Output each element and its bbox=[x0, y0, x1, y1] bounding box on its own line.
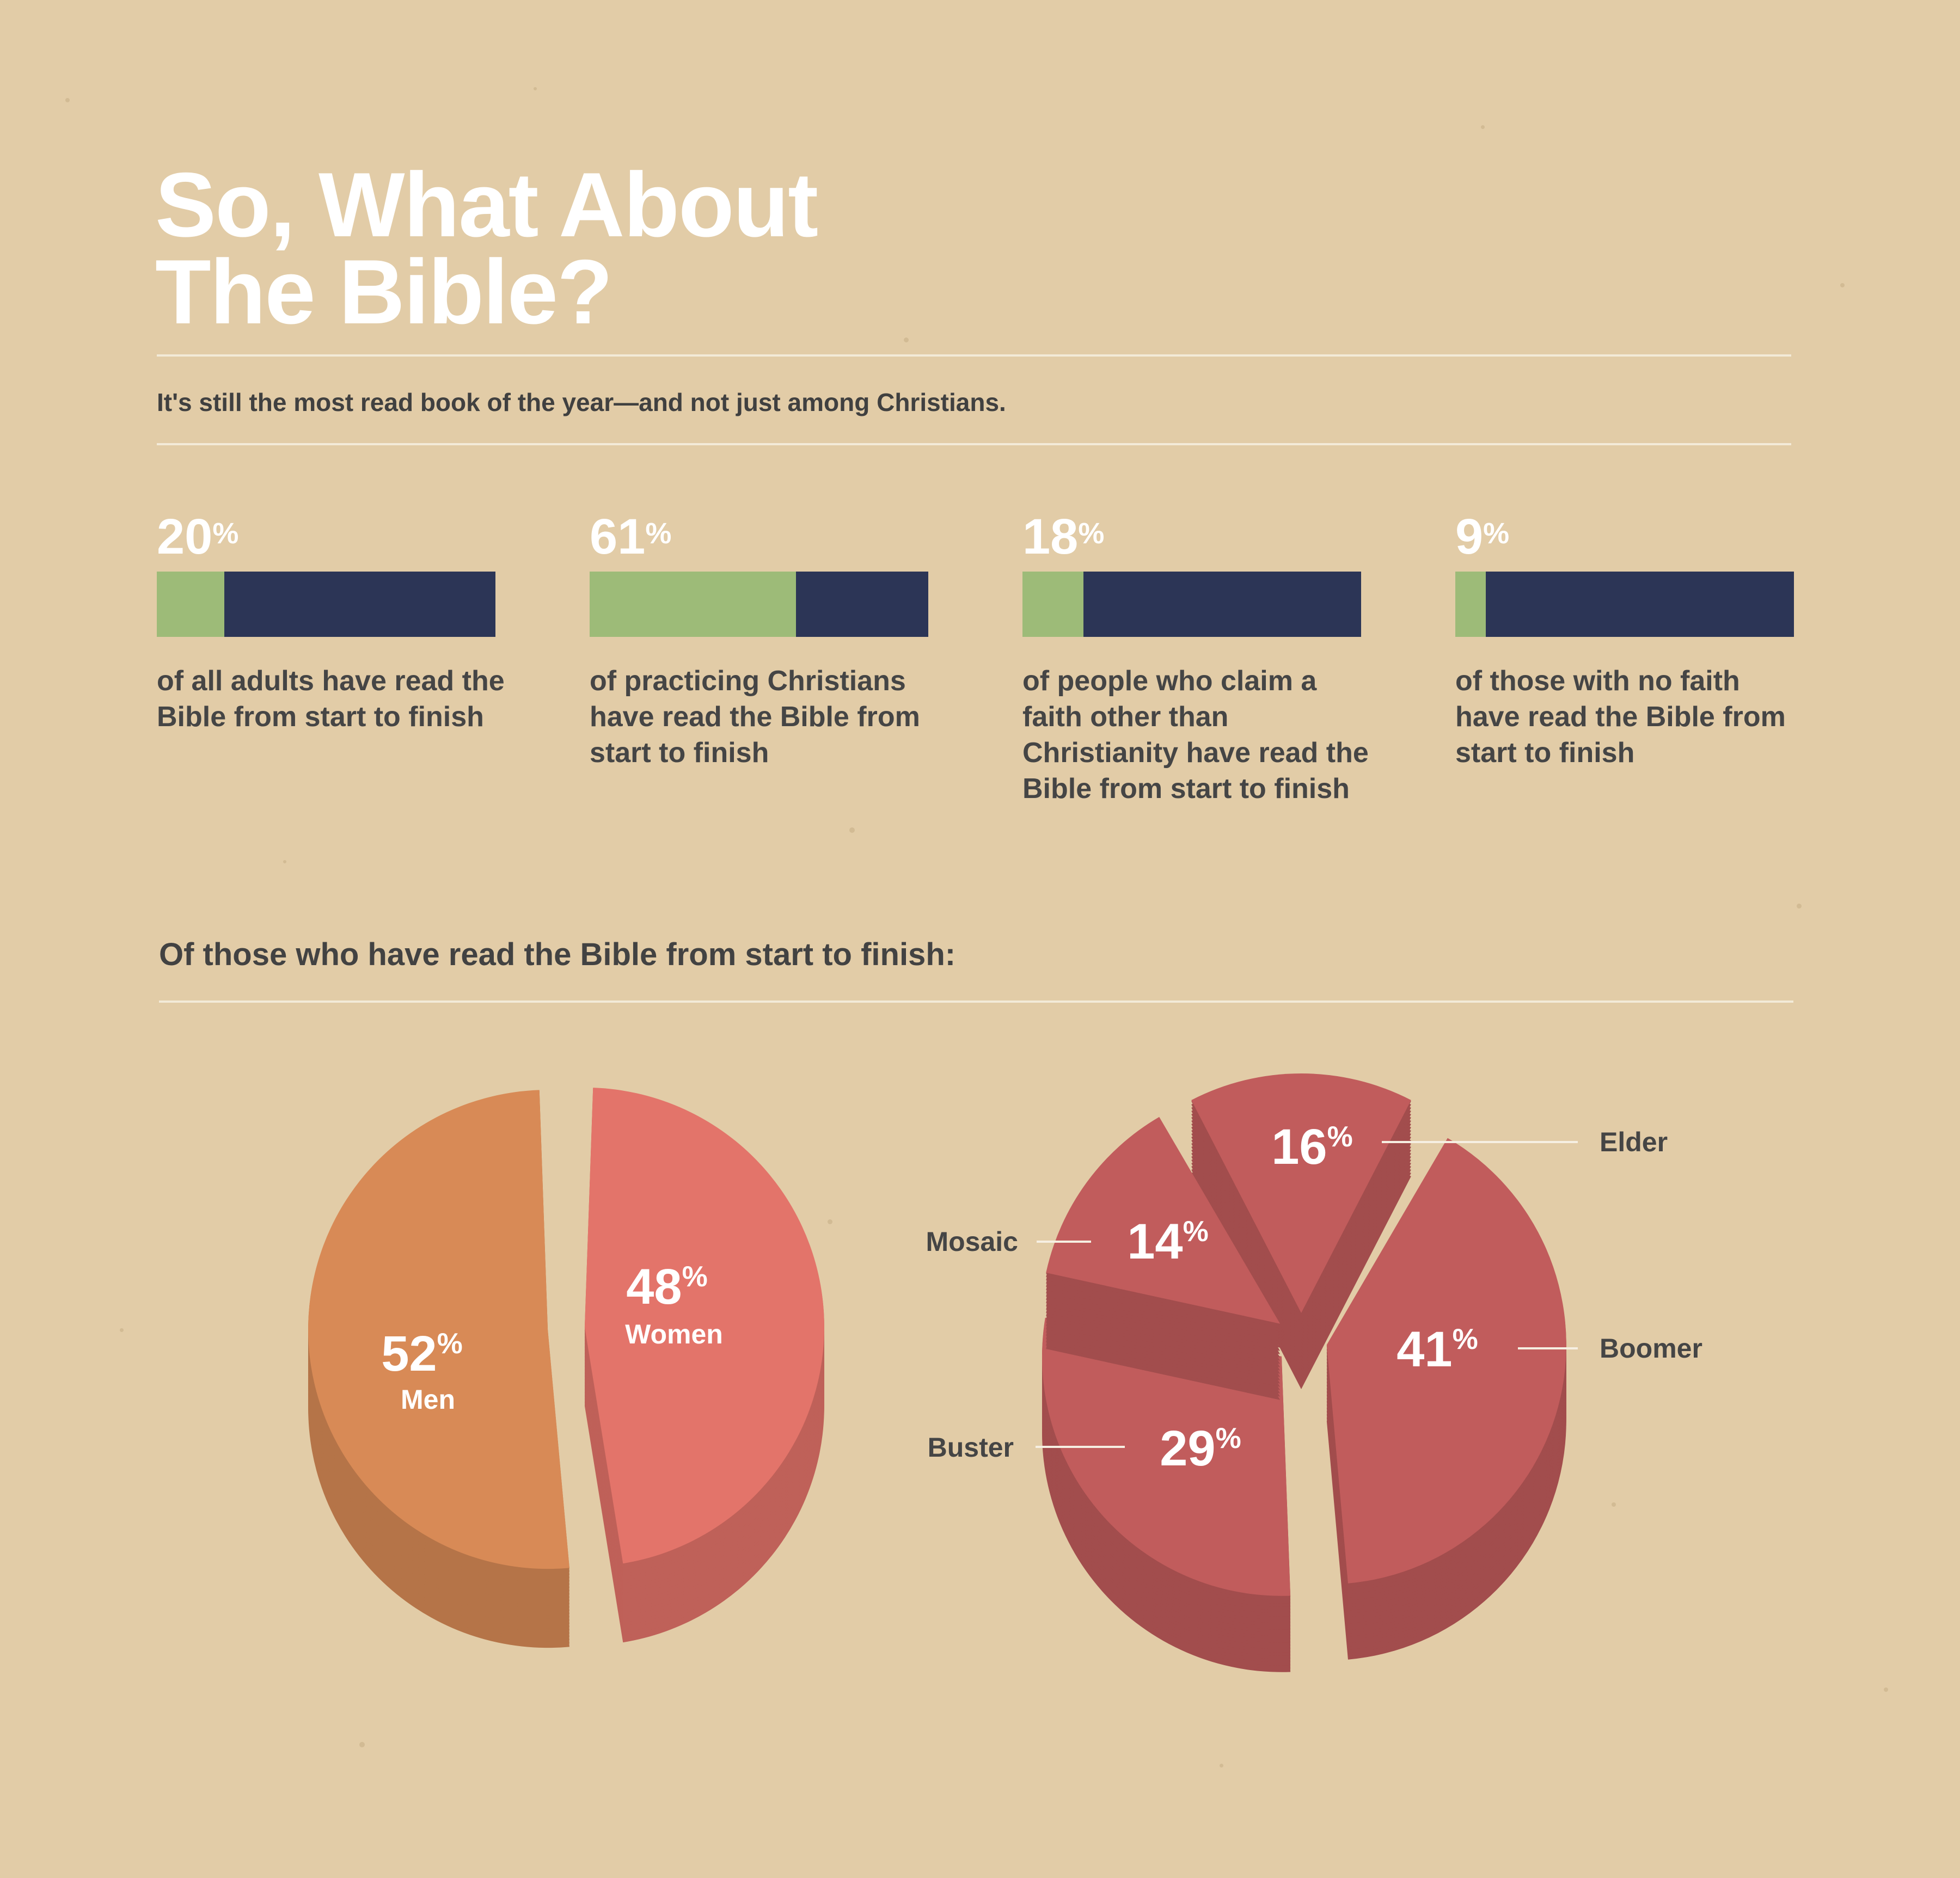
texture-speck bbox=[283, 860, 286, 863]
texture-speck bbox=[534, 87, 537, 90]
pie-slice-elder bbox=[1191, 1073, 1411, 1313]
texture-speck bbox=[1797, 904, 1802, 909]
stat-column-other-faith: 18% of people who claim a faith other th… bbox=[1022, 512, 1369, 807]
section-heading: Of those who have read the Bible from st… bbox=[159, 937, 956, 972]
stat-bar bbox=[157, 572, 495, 637]
stat-number: 20 bbox=[157, 509, 213, 564]
pie-slice-boomer bbox=[1326, 1138, 1566, 1584]
texture-speck bbox=[1481, 125, 1485, 129]
pie-label-women: Women bbox=[625, 1319, 723, 1349]
texture-speck bbox=[1220, 1764, 1223, 1767]
pie-label-men: Men bbox=[401, 1384, 455, 1415]
title-line-1: So, What About bbox=[155, 154, 818, 256]
stat-number: 18 bbox=[1022, 509, 1079, 564]
stat-bar bbox=[1022, 572, 1361, 637]
pie-label-buster: Buster bbox=[928, 1432, 1014, 1463]
stat-bar-fill bbox=[590, 572, 797, 637]
stat-description: of people who claim a faith other than C… bbox=[1022, 665, 1369, 805]
stat-bar-fill bbox=[157, 572, 225, 637]
texture-speck bbox=[120, 1328, 124, 1332]
stat-bar bbox=[1455, 572, 1794, 637]
texture-speck bbox=[849, 827, 855, 833]
stat-unit: % bbox=[1483, 517, 1510, 550]
stat-unit: % bbox=[645, 517, 672, 550]
stat-value: 20% bbox=[157, 512, 495, 572]
pie-label-elder: Elder bbox=[1600, 1127, 1668, 1157]
stat-description: of all adults have read the Bible from s… bbox=[157, 665, 505, 733]
divider-top bbox=[157, 354, 1791, 357]
stat-bar-fill bbox=[1022, 572, 1083, 637]
stat-number: 61 bbox=[590, 509, 646, 564]
divider-subtitle bbox=[157, 443, 1791, 445]
texture-speck bbox=[904, 337, 909, 342]
stat-bar bbox=[590, 572, 928, 637]
texture-speck bbox=[65, 98, 70, 102]
stat-value: 9% bbox=[1455, 512, 1794, 572]
pie-label-boomer: Boomer bbox=[1600, 1333, 1702, 1364]
texture-speck bbox=[1612, 1502, 1616, 1507]
pie-slice-men bbox=[308, 1090, 569, 1569]
pie-slice-mosaic bbox=[1046, 1116, 1281, 1324]
divider-section bbox=[159, 1001, 1793, 1003]
stat-value: 18% bbox=[1022, 512, 1361, 572]
stat-unit: % bbox=[1078, 517, 1105, 550]
stat-value: 61% bbox=[590, 512, 928, 572]
stat-description: of those with no faith have read the Bib… bbox=[1455, 665, 1786, 769]
subtitle: It's still the most read book of the yea… bbox=[157, 388, 1006, 416]
stat-column-practicing-christians: 61% of practicing Christians have read t… bbox=[590, 512, 928, 771]
stat-bar-fill bbox=[1455, 572, 1486, 637]
texture-speck bbox=[828, 1219, 832, 1224]
page-title: So, What About The Bible? bbox=[155, 159, 818, 337]
stat-number: 9 bbox=[1455, 509, 1484, 564]
texture-speck bbox=[1884, 1687, 1888, 1692]
stat-column-all-adults: 20% of all adults have read the Bible fr… bbox=[157, 512, 505, 735]
pie-label-mosaic: Mosaic bbox=[926, 1226, 1018, 1257]
pie-slice-women bbox=[584, 1088, 824, 1564]
stat-unit: % bbox=[212, 517, 239, 550]
stat-column-no-faith: 9% of those with no faith have read the … bbox=[1455, 512, 1794, 771]
texture-speck bbox=[359, 1742, 365, 1747]
title-line-2: The Bible? bbox=[155, 241, 613, 343]
texture-speck bbox=[1840, 283, 1845, 287]
stat-description: of practicing Christians have read the B… bbox=[590, 665, 920, 769]
